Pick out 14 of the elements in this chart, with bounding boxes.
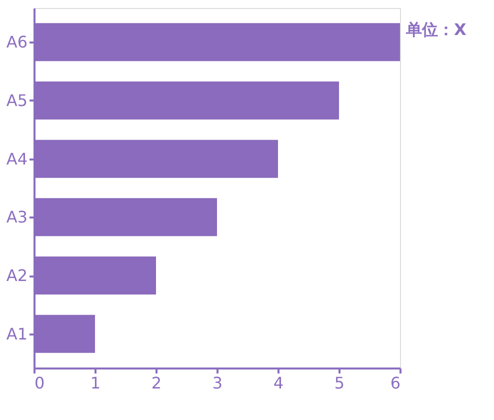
x-tick-label: 0 (34, 374, 45, 392)
y-tick-label: A5 (6, 91, 28, 110)
y-tick-label: A3 (6, 208, 28, 227)
x-tick-label: 4 (273, 374, 284, 392)
x-tick-label: 5 (334, 374, 345, 392)
y-tick-label: A4 (6, 149, 28, 168)
x-tick-label: 2 (151, 374, 162, 392)
x-tick-label: 1 (90, 374, 101, 392)
y-tick-label: A1 (6, 324, 28, 344)
x-tick-label: 6 (390, 374, 400, 392)
x-tick-label: 3 (212, 374, 223, 392)
text: 单位：X (405, 20, 467, 39)
y-tick-label: A6 (6, 32, 28, 52)
y-tick-label: A2 (6, 266, 28, 285)
